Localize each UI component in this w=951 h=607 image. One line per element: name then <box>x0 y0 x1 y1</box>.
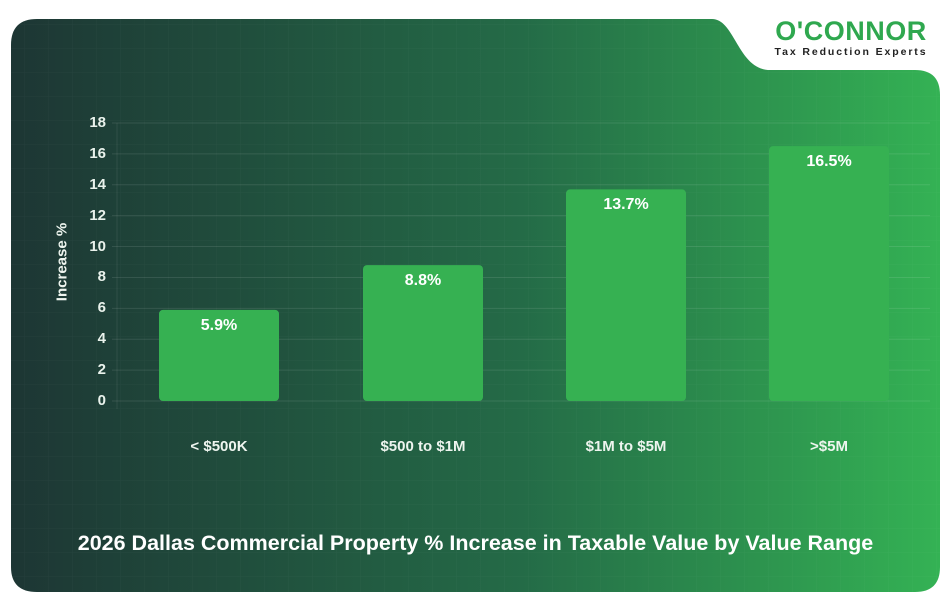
bar <box>159 309 279 401</box>
logo-tagline: Tax Reduction Experts <box>774 46 928 58</box>
y-tick-label: 0 <box>97 392 106 409</box>
x-tick-label: $500 to $1M <box>380 438 466 455</box>
brand-logo: O'CONNOR Tax Reduction Experts <box>762 16 940 59</box>
y-tick-label: 2 <box>97 361 106 379</box>
bar <box>769 146 889 401</box>
y-tick-label: 18 <box>89 114 106 131</box>
data-label: 5.9% <box>200 316 238 334</box>
x-tick-label: >$5M <box>810 438 848 455</box>
y-tick-label: 4 <box>97 330 106 348</box>
data-label: 13.7% <box>603 196 649 214</box>
logo-wordmark: O'CONNOR <box>775 16 927 46</box>
y-tick-label: 14 <box>89 175 106 193</box>
y-tick-label: 12 <box>89 206 106 224</box>
y-tick-label: 8 <box>97 268 106 286</box>
chart-title: 2026 Dallas Commercial Property % Increa… <box>77 531 874 555</box>
y-tick-label: 6 <box>97 299 106 317</box>
y-axis-label: Increase % <box>53 222 71 302</box>
x-tick-label: $1M to $5M <box>585 438 667 455</box>
y-tick-label: 10 <box>89 237 106 255</box>
bars <box>159 146 889 401</box>
y-tick-label: 16 <box>89 144 106 162</box>
bar <box>363 265 483 401</box>
data-label: 8.8% <box>404 272 442 290</box>
x-tick-label: < $500K <box>190 438 248 455</box>
bar <box>566 189 686 401</box>
data-label: 16.5% <box>806 153 852 171</box>
